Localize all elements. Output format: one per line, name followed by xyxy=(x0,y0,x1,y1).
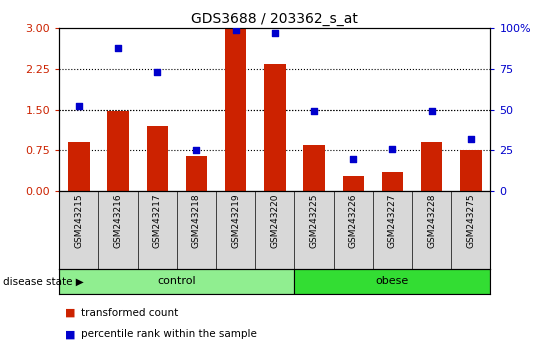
Text: GSM243228: GSM243228 xyxy=(427,194,436,248)
Point xyxy=(349,156,357,161)
Bar xyxy=(421,142,443,191)
Text: GSM243227: GSM243227 xyxy=(388,194,397,248)
Text: GSM243219: GSM243219 xyxy=(231,194,240,248)
Bar xyxy=(186,156,208,191)
Text: transformed count: transformed count xyxy=(81,308,178,318)
Point xyxy=(427,109,436,114)
Point xyxy=(231,27,240,33)
Bar xyxy=(225,28,246,191)
Bar xyxy=(294,269,490,294)
Text: GSM243215: GSM243215 xyxy=(74,194,84,248)
Text: GSM243225: GSM243225 xyxy=(309,194,319,248)
Point xyxy=(271,30,279,36)
Text: GSM243220: GSM243220 xyxy=(271,194,279,248)
Text: GSM243218: GSM243218 xyxy=(192,194,201,248)
Bar xyxy=(68,142,89,191)
Bar xyxy=(59,269,294,294)
Bar xyxy=(342,176,364,191)
Bar xyxy=(147,126,168,191)
Point xyxy=(310,109,319,114)
Text: obese: obese xyxy=(376,276,409,286)
Point xyxy=(153,69,162,75)
Bar xyxy=(107,112,129,191)
Text: GSM243217: GSM243217 xyxy=(153,194,162,248)
Text: percentile rank within the sample: percentile rank within the sample xyxy=(81,329,257,339)
Text: GSM243226: GSM243226 xyxy=(349,194,358,248)
Text: ■: ■ xyxy=(65,329,75,339)
Bar xyxy=(382,172,403,191)
Text: GSM243275: GSM243275 xyxy=(466,194,475,248)
Point xyxy=(388,146,397,152)
Text: control: control xyxy=(157,276,196,286)
Point xyxy=(114,45,122,51)
Point xyxy=(192,148,201,153)
Text: disease state ▶: disease state ▶ xyxy=(3,276,84,286)
Title: GDS3688 / 203362_s_at: GDS3688 / 203362_s_at xyxy=(191,12,358,26)
Bar xyxy=(303,145,325,191)
Point xyxy=(467,136,475,142)
Point xyxy=(74,104,83,109)
Bar xyxy=(460,150,482,191)
Text: ■: ■ xyxy=(65,308,75,318)
Bar xyxy=(264,64,286,191)
Text: GSM243216: GSM243216 xyxy=(114,194,122,248)
